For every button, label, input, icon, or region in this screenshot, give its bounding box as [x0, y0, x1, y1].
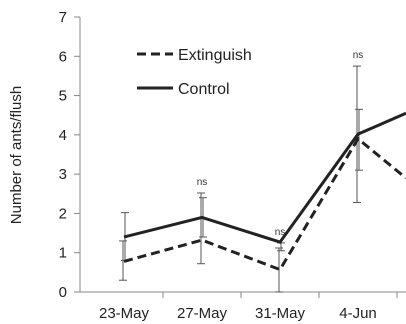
y-tick-label: 6: [59, 48, 67, 65]
x-tick-label: 4-Jun: [339, 305, 377, 322]
y-tick-label: 5: [59, 88, 67, 105]
axes: [79, 17, 406, 293]
legend: Extinguish Control: [137, 47, 252, 98]
series-line-extinguish: [123, 136, 406, 272]
y-tick-label: 0: [59, 284, 67, 301]
series-lines: [123, 111, 406, 272]
x-ticks: 23-May 27-May 31-May 4-Jun: [99, 292, 398, 322]
y-tick-label: 1: [59, 245, 67, 262]
legend-label-control: Control: [178, 81, 230, 98]
x-tick-label: 31-May: [255, 305, 306, 322]
significance-label: ns: [197, 177, 208, 188]
annotations: ns ns ns: [197, 50, 364, 238]
significance-label: ns: [275, 227, 286, 238]
legend-label-extinguish: Extinguish: [178, 47, 252, 64]
y-tick-label: 2: [59, 205, 67, 222]
significance-label: ns: [353, 50, 364, 61]
x-tick-label: 23-May: [99, 305, 150, 322]
y-tick-label: 4: [59, 127, 67, 144]
series-line-control: [123, 111, 406, 244]
y-tick-label: 3: [59, 166, 67, 183]
x-tick-label: 27-May: [177, 305, 228, 322]
y-tick-label: 7: [59, 9, 67, 26]
y-axis-label: Number of ants/flush: [8, 86, 25, 224]
y-ticks: 0 1 2 3 4 5 6 7: [59, 9, 80, 301]
